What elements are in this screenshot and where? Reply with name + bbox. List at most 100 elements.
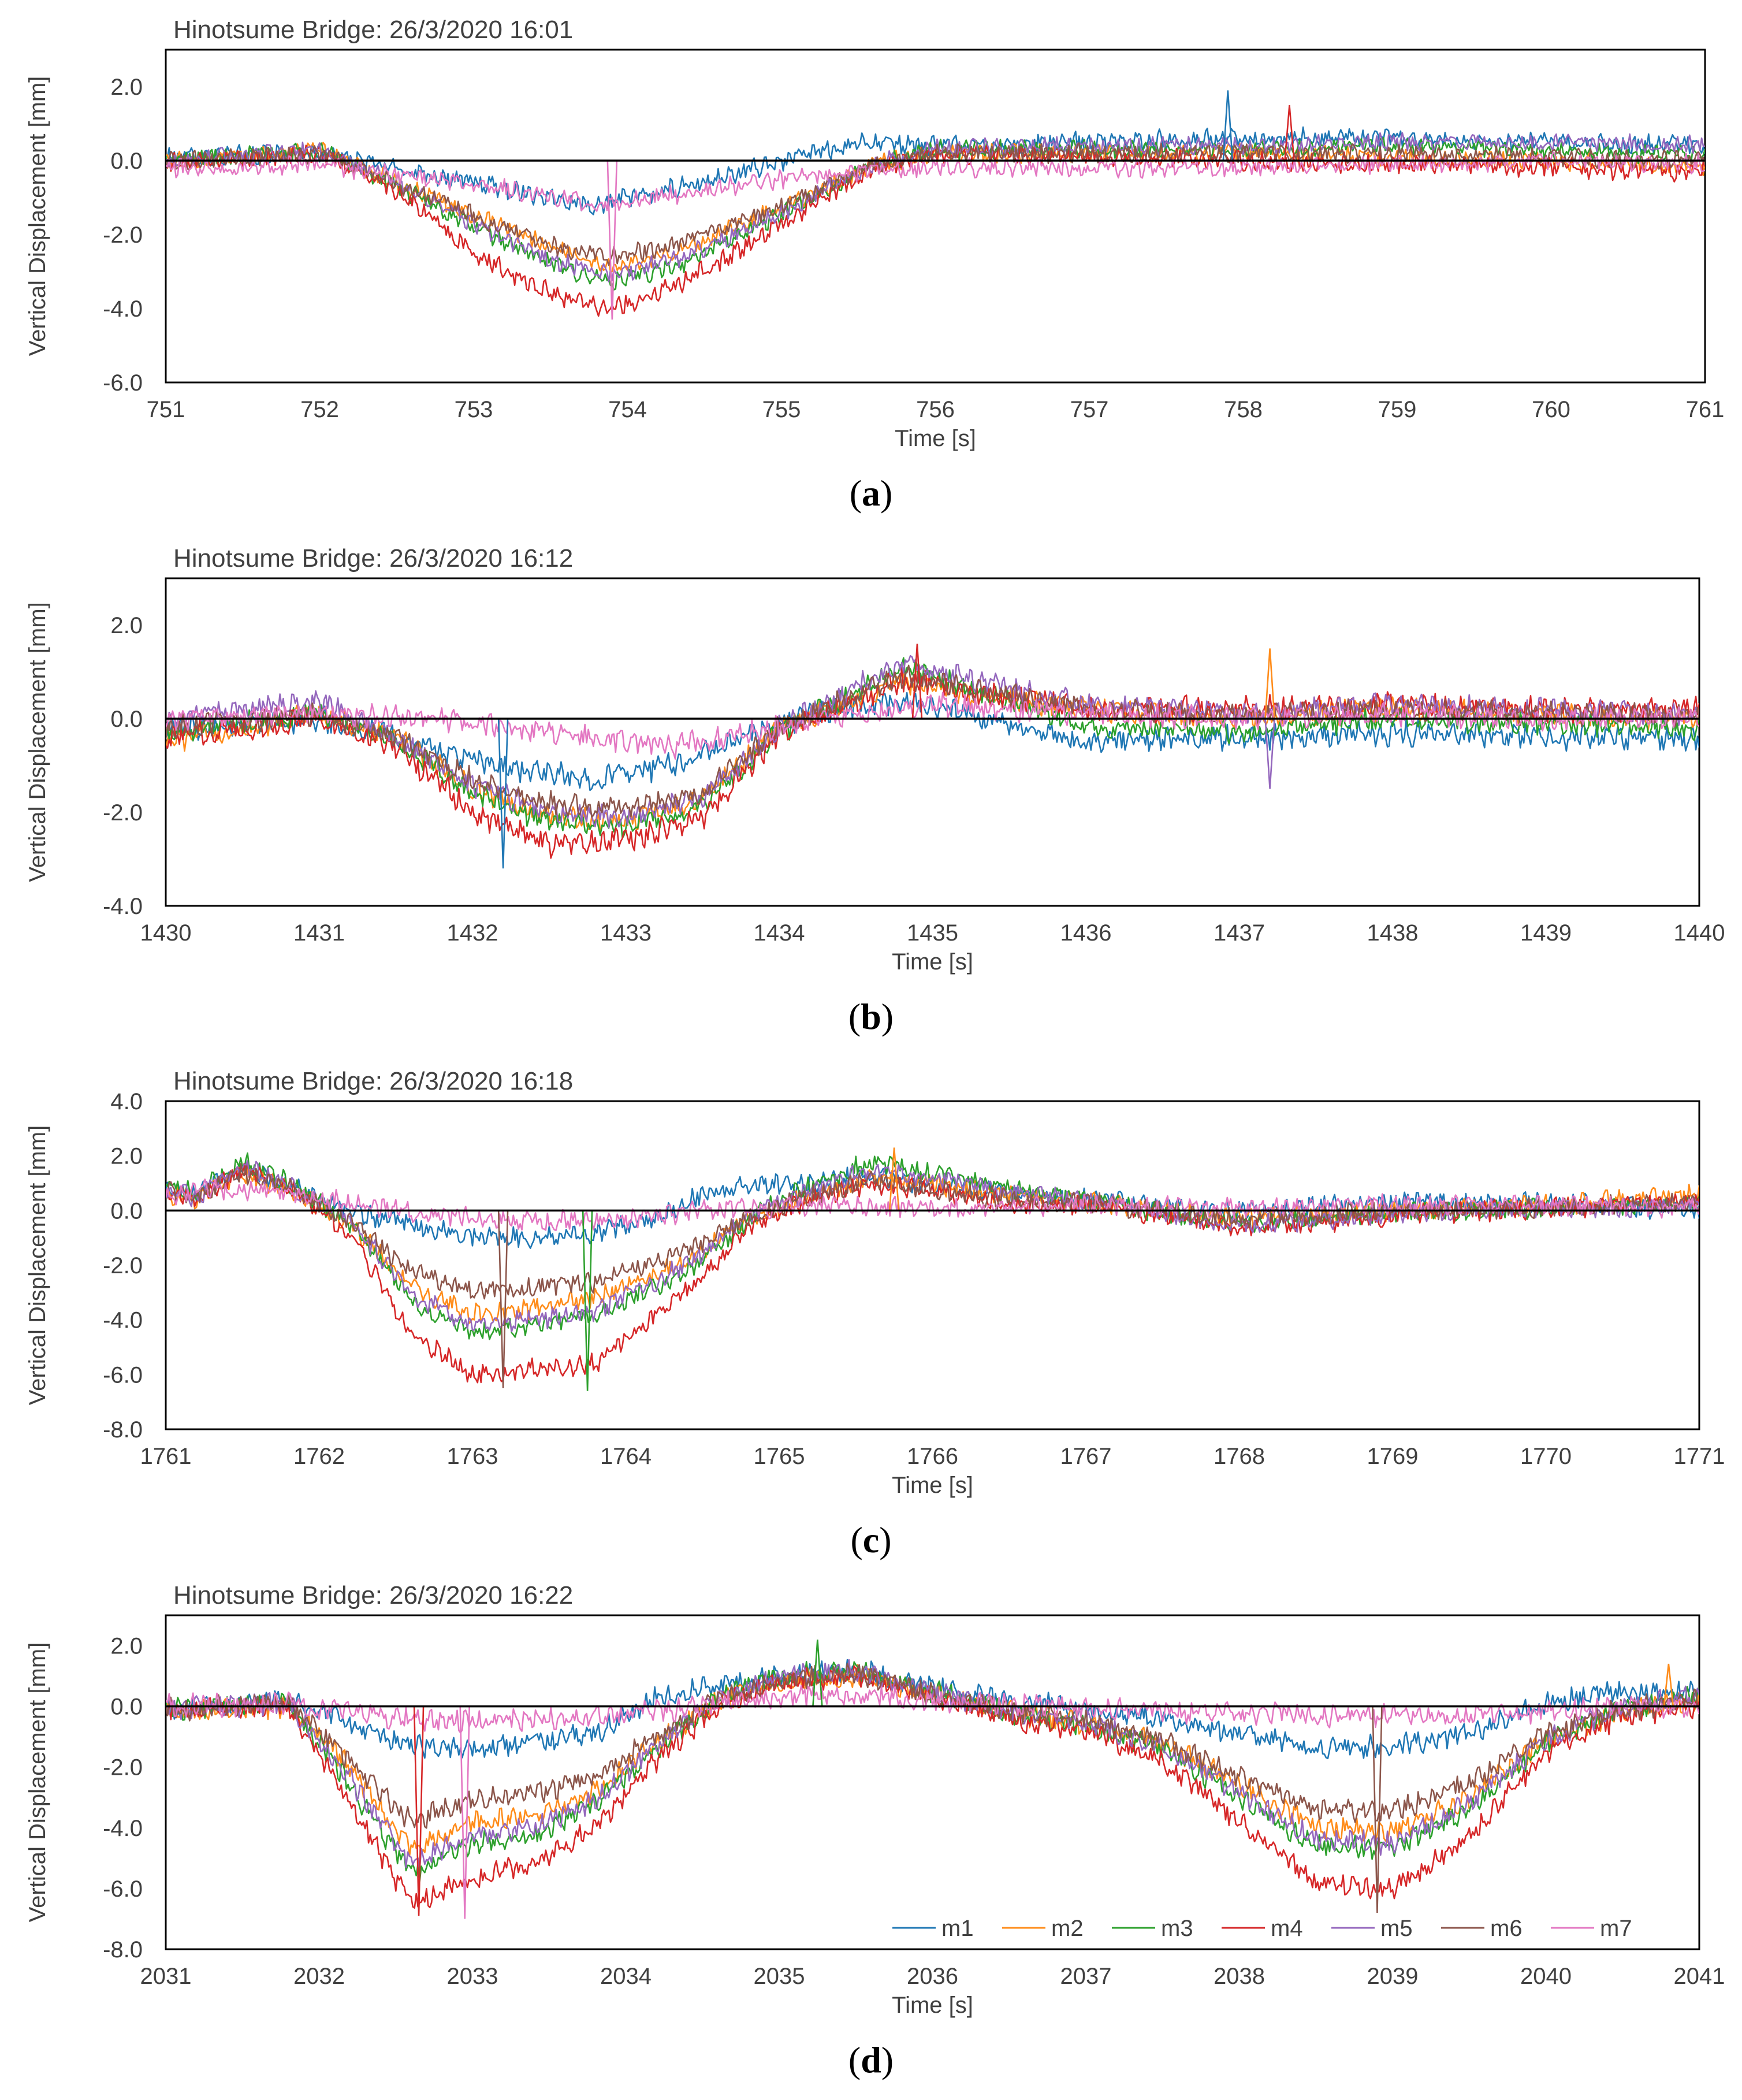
x-tick-label: 1770 [1520, 1444, 1572, 1469]
panel-label: (d) [848, 2039, 894, 2080]
series-line-m5 [166, 132, 1705, 283]
series-group [166, 90, 1705, 320]
x-tick-label: 2040 [1520, 1964, 1572, 1989]
x-tick-label: 2036 [907, 1964, 958, 1989]
chart-title: Hinotsume Bridge: 26/3/2020 16:01 [173, 16, 573, 44]
series-line-m3 [166, 657, 1699, 839]
y-tick-label: -6.0 [103, 1876, 143, 1902]
chart-panel-c: Hinotsume Bridge: 26/3/2020 16:18 4.0 2.0 0… [25, 1067, 1725, 1498]
x-axis-label: Time [s] [892, 1993, 973, 2018]
peak-mark [1284, 105, 1295, 161]
x-tick-label: 761 [1686, 397, 1725, 422]
y-tick-label: -8.0 [103, 1937, 143, 1963]
series-line-m5 [166, 1160, 1699, 1332]
y-tick-label: -2.0 [103, 1755, 143, 1781]
y-tick-label: 4.0 [110, 1089, 143, 1114]
x-tick-label: 1764 [600, 1444, 652, 1469]
peak-mark [1372, 1706, 1383, 1913]
peak-mark [497, 718, 509, 869]
x-axis-label: Time [s] [892, 949, 973, 975]
legend-label-m3: m3 [1161, 1916, 1193, 1941]
x-tick-label: 1765 [754, 1444, 805, 1469]
y-axis-label: Vertical Displacement [mm] [25, 1125, 50, 1406]
peak-mark [459, 1706, 470, 1919]
x-tick-label: 752 [300, 397, 339, 422]
series-line-m2 [166, 1165, 1699, 1324]
series-group [166, 644, 1699, 869]
y-tick-label: 2.0 [110, 1634, 143, 1659]
x-tick-label: 757 [1070, 397, 1109, 422]
series-line-m7 [166, 692, 1699, 760]
x-tick-label: 751 [147, 397, 185, 422]
x-tick-label: 759 [1378, 397, 1417, 422]
y-axis-label: Vertical Displacement [mm] [25, 1642, 50, 1923]
legend-label-m7: m7 [1600, 1916, 1632, 1941]
x-tick-label: 1768 [1214, 1444, 1265, 1469]
x-tick-label: 1771 [1674, 1444, 1725, 1469]
peak-mark [1264, 718, 1275, 789]
y-tick-label: -4.0 [103, 894, 143, 919]
x-tick-label: 2035 [754, 1964, 805, 1989]
legend-label-m4: m4 [1271, 1916, 1303, 1941]
y-tick-label: 2.0 [110, 1144, 143, 1169]
y-tick-label: -2.0 [103, 222, 143, 248]
peak-mark [888, 1147, 900, 1211]
chart-panel-a: Hinotsume Bridge: 26/3/2020 16:01 2.0 0.0 -… [25, 16, 1724, 451]
peak-mark [812, 1639, 823, 1707]
series-line-m5 [166, 1659, 1699, 1870]
series-line-m7 [166, 1178, 1699, 1231]
series-line-m1 [166, 1659, 1699, 1760]
x-tick-label: 1435 [907, 920, 958, 946]
x-tick-label: 2039 [1367, 1964, 1419, 1989]
y-tick-label: 0.0 [110, 1198, 143, 1224]
plot-area [165, 1614, 1700, 1950]
x-tick-label: 2031 [140, 1964, 192, 1989]
x-tick-label: 1767 [1060, 1444, 1112, 1469]
x-tick-label: 758 [1224, 397, 1263, 422]
y-tick-label: -6.0 [103, 370, 143, 396]
y-tick-label: -4.0 [103, 1816, 143, 1841]
x-tick-label: 753 [455, 397, 493, 422]
x-tick-label: 755 [762, 397, 801, 422]
legend-label-m2: m2 [1051, 1916, 1084, 1941]
legend-label-m6: m6 [1490, 1916, 1523, 1941]
chart-panel-d: Hinotsume Bridge: 26/3/2020 16:22 2.0 0.0 -… [25, 1581, 1725, 2018]
panel-label: (c) [850, 1519, 891, 1560]
series-line-m7 [166, 152, 1705, 212]
y-tick-label: 0.0 [110, 148, 143, 174]
series-line-m4 [166, 1665, 1699, 1909]
y-tick-label: 2.0 [110, 613, 143, 638]
x-tick-label: 2037 [1060, 1964, 1112, 1989]
peak-mark [497, 1210, 509, 1389]
x-tick-label: 754 [608, 397, 647, 422]
legend: m1 m2 m3 m4 m5 m6 m7 [892, 1916, 1632, 1941]
plot-area [165, 577, 1700, 907]
y-tick-label: -2.0 [103, 1253, 143, 1278]
x-tick-label: 1433 [600, 920, 652, 946]
x-tick-label: 1761 [140, 1444, 192, 1469]
chart-title: Hinotsume Bridge: 26/3/2020 16:12 [173, 544, 573, 573]
y-tick-label: 2.0 [110, 75, 143, 100]
x-tick-label: 1762 [293, 1444, 345, 1469]
y-axis-label: Vertical Displacement [mm] [25, 76, 50, 356]
y-tick-label: -8.0 [103, 1417, 143, 1443]
plot-area [165, 1100, 1700, 1430]
peak-mark [582, 1210, 593, 1391]
x-tick-label: 760 [1532, 397, 1570, 422]
x-tick-label: 2041 [1674, 1964, 1725, 1989]
x-tick-label: 1436 [1060, 920, 1112, 946]
x-tick-label: 2034 [600, 1964, 652, 1989]
series-group [166, 1147, 1699, 1391]
legend-label-m5: m5 [1380, 1916, 1413, 1941]
series-line-m6 [166, 142, 1705, 266]
x-tick-label: 1434 [754, 920, 805, 946]
peak-mark [1222, 90, 1234, 161]
chart-title: Hinotsume Bridge: 26/3/2020 16:22 [173, 1581, 573, 1610]
x-tick-label: 1438 [1367, 920, 1419, 946]
x-tick-label: 756 [916, 397, 955, 422]
panel-label: (a) [850, 473, 893, 514]
x-tick-label: 1437 [1214, 920, 1265, 946]
x-axis-label: Time [s] [892, 1473, 973, 1498]
y-tick-label: -6.0 [103, 1362, 143, 1388]
